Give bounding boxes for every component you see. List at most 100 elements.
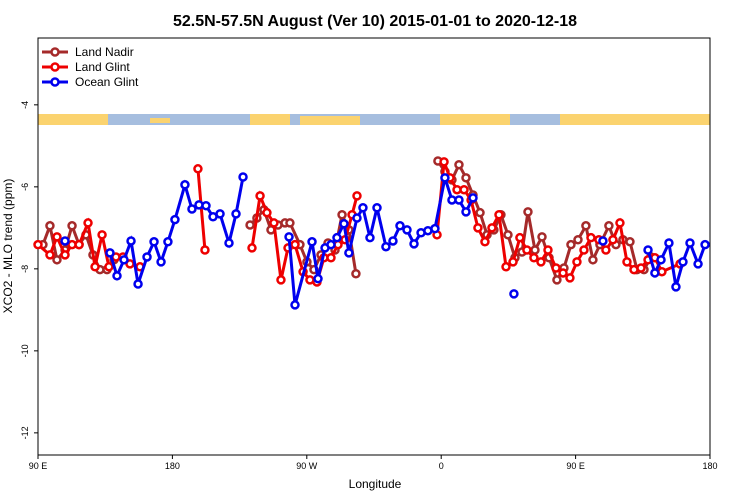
data-point: [601, 245, 611, 255]
data-point: [522, 245, 532, 255]
data-point: [537, 232, 547, 242]
data-point: [52, 232, 62, 242]
legend-marker: [50, 62, 60, 72]
data-point: [454, 159, 464, 170]
data-point: [156, 257, 166, 267]
data-point: [566, 239, 576, 250]
data-point: [494, 209, 504, 220]
data-point: [671, 282, 681, 292]
legend-marker: [50, 77, 60, 87]
x-axis-label: Longitude: [349, 477, 402, 491]
data-point: [358, 203, 368, 213]
data-point: [536, 257, 546, 267]
data-point: [508, 257, 518, 267]
data-point: [573, 234, 583, 245]
data-point: [104, 262, 114, 272]
data-point: [608, 234, 618, 245]
data-point: [454, 195, 464, 205]
data-point: [90, 262, 100, 272]
data-point: [105, 248, 115, 258]
y-tick-label: -4: [20, 101, 30, 109]
data-point: [461, 173, 471, 183]
data-point: [509, 289, 519, 299]
data-point: [365, 232, 375, 243]
data-point: [33, 239, 43, 250]
data-point: [351, 269, 361, 279]
data-point: [180, 180, 190, 190]
data-point: [588, 255, 598, 265]
data-point: [284, 232, 294, 242]
data-point: [552, 275, 562, 285]
data-point: [276, 275, 286, 285]
data-point: [622, 257, 632, 267]
data-point: [475, 207, 485, 218]
data-point: [45, 221, 55, 231]
data-point: [74, 239, 84, 250]
data-point: [313, 273, 323, 284]
y-tick-label: -10: [20, 344, 30, 357]
data-point: [395, 221, 405, 231]
data-point: [97, 230, 107, 240]
data-point: [187, 204, 197, 214]
x-tick-label: 0: [439, 461, 444, 471]
chart-title: 52.5N-57.5N August (Ver 10) 2015-01-01 t…: [173, 13, 577, 30]
data-point: [290, 300, 300, 310]
data-point: [193, 164, 203, 174]
data-point: [285, 218, 295, 228]
data-point: [269, 218, 279, 228]
data-point: [149, 237, 159, 247]
data-point: [339, 218, 349, 229]
data-point: [581, 221, 591, 231]
data-point: [529, 253, 539, 263]
data-point: [543, 245, 553, 255]
data-point: [615, 218, 625, 228]
data-point: [487, 223, 497, 233]
y-tick-label: -6: [20, 183, 30, 191]
data-point: [664, 238, 674, 248]
x-tick-label: 180: [165, 461, 180, 471]
legend-label: Land Nadir: [75, 45, 134, 59]
data-point: [262, 207, 272, 218]
data-point: [409, 239, 419, 249]
data-point: [402, 225, 412, 235]
data-point: [572, 257, 582, 267]
data-point: [200, 245, 210, 255]
data-point: [45, 250, 55, 260]
data-point: [700, 239, 710, 250]
legend-label: Land Glint: [75, 60, 130, 74]
data-point: [473, 223, 483, 233]
series-line: [196, 168, 207, 251]
data-point: [459, 184, 469, 195]
x-tick-label: 90 E: [566, 461, 585, 471]
data-point: [440, 173, 450, 183]
data-point: [439, 157, 449, 167]
series-line: [435, 161, 681, 281]
data-point: [381, 241, 391, 252]
x-tick-label: 90 W: [296, 461, 318, 471]
data-point: [224, 238, 234, 248]
data-point: [83, 218, 93, 228]
data-point: [307, 237, 317, 247]
data-point: [52, 255, 62, 265]
data-point: [656, 255, 666, 265]
data-point: [60, 236, 70, 246]
data-point: [650, 268, 660, 278]
data-point: [625, 237, 635, 247]
data-point: [142, 252, 152, 262]
data-point: [693, 259, 703, 269]
data-point: [163, 237, 173, 247]
map-strip: [38, 114, 710, 125]
data-point: [468, 193, 478, 203]
x-tick-label: 90 E: [29, 461, 48, 471]
data-point: [112, 271, 122, 281]
data-point: [245, 220, 255, 230]
data-point: [238, 172, 248, 182]
data-point: [119, 255, 129, 265]
data-point: [461, 207, 471, 217]
legend-marker: [50, 47, 60, 57]
data-point: [332, 232, 342, 243]
legend-label: Ocean Glint: [75, 75, 139, 89]
data-point: [231, 209, 241, 219]
x-tick-label: 180: [702, 461, 717, 471]
